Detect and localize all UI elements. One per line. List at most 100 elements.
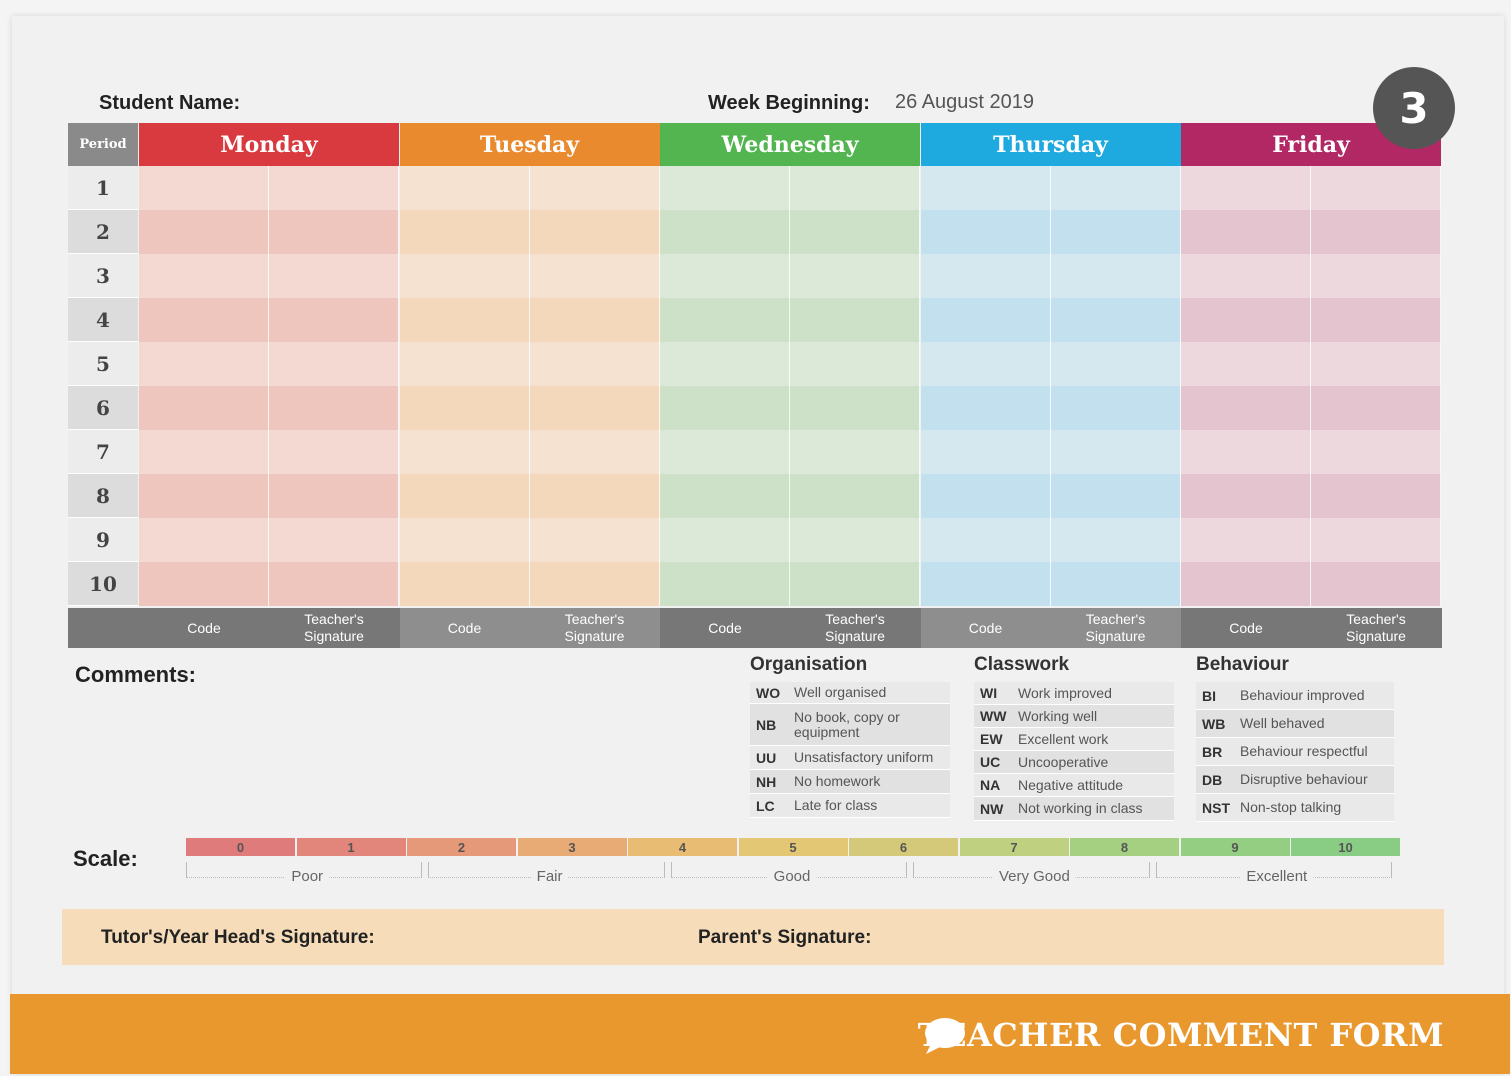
- code-cell[interactable]: [139, 562, 269, 606]
- signature-cell[interactable]: [1311, 474, 1441, 518]
- code-cell[interactable]: [399, 254, 530, 298]
- code-cell[interactable]: [139, 254, 269, 298]
- signature-cell[interactable]: [529, 342, 660, 386]
- code-cell[interactable]: [920, 430, 1051, 474]
- signature-cell[interactable]: [269, 562, 399, 606]
- code-cell[interactable]: [1181, 474, 1311, 518]
- signature-cell[interactable]: [1050, 518, 1181, 562]
- signature-cell[interactable]: [1050, 386, 1181, 430]
- signature-cell[interactable]: [269, 210, 399, 254]
- signature-cell[interactable]: [790, 474, 920, 518]
- signature-cell[interactable]: [790, 518, 920, 562]
- signature-cell[interactable]: [529, 474, 660, 518]
- code-cell[interactable]: [660, 518, 790, 562]
- signature-cell[interactable]: [529, 210, 660, 254]
- code-cell[interactable]: [660, 562, 790, 606]
- code-cell[interactable]: [1181, 430, 1311, 474]
- code-cell[interactable]: [399, 386, 530, 430]
- signature-cell[interactable]: [1050, 430, 1181, 474]
- signature-cell[interactable]: [1311, 386, 1441, 430]
- signature-cell[interactable]: [529, 166, 660, 210]
- code-cell[interactable]: [399, 562, 530, 606]
- signature-cell[interactable]: [1050, 254, 1181, 298]
- code-cell[interactable]: [139, 474, 269, 518]
- code-cell[interactable]: [399, 474, 530, 518]
- signature-cell[interactable]: [790, 430, 920, 474]
- code-cell[interactable]: [660, 166, 790, 210]
- code-cell[interactable]: [1181, 386, 1311, 430]
- code-cell[interactable]: [1181, 342, 1311, 386]
- code-cell[interactable]: [139, 298, 269, 342]
- code-cell[interactable]: [660, 474, 790, 518]
- signature-cell[interactable]: [1050, 342, 1181, 386]
- code-cell[interactable]: [660, 298, 790, 342]
- code-cell[interactable]: [920, 298, 1051, 342]
- signature-cell[interactable]: [790, 562, 920, 606]
- code-cell[interactable]: [920, 210, 1051, 254]
- signature-cell[interactable]: [1050, 210, 1181, 254]
- signature-cell[interactable]: [790, 210, 920, 254]
- code-cell[interactable]: [139, 210, 269, 254]
- signature-cell[interactable]: [1311, 254, 1441, 298]
- signature-cell[interactable]: [1311, 430, 1441, 474]
- code-cell[interactable]: [920, 386, 1051, 430]
- signature-cell[interactable]: [529, 386, 660, 430]
- signature-cell[interactable]: [269, 386, 399, 430]
- code-cell[interactable]: [920, 518, 1051, 562]
- code-cell[interactable]: [920, 254, 1051, 298]
- code-cell[interactable]: [1181, 210, 1311, 254]
- code-cell[interactable]: [399, 430, 530, 474]
- signature-cell[interactable]: [529, 254, 660, 298]
- signature-cell[interactable]: [1050, 298, 1181, 342]
- code-cell[interactable]: [660, 342, 790, 386]
- signature-cell[interactable]: [1050, 474, 1181, 518]
- code-cell[interactable]: [920, 474, 1051, 518]
- code-cell[interactable]: [139, 166, 269, 210]
- code-cell[interactable]: [660, 430, 790, 474]
- signature-cell[interactable]: [1311, 166, 1441, 210]
- signature-cell[interactable]: [269, 518, 399, 562]
- signature-cell[interactable]: [529, 430, 660, 474]
- signature-cell[interactable]: [1311, 298, 1441, 342]
- signature-cell[interactable]: [1311, 210, 1441, 254]
- code-cell[interactable]: [399, 342, 530, 386]
- code-cell[interactable]: [399, 210, 530, 254]
- signature-cell[interactable]: [529, 562, 660, 606]
- signature-cell[interactable]: [790, 386, 920, 430]
- code-cell[interactable]: [660, 210, 790, 254]
- code-cell[interactable]: [660, 386, 790, 430]
- signature-cell[interactable]: [269, 342, 399, 386]
- code-cell[interactable]: [139, 386, 269, 430]
- signature-cell[interactable]: [1311, 518, 1441, 562]
- code-cell[interactable]: [399, 298, 530, 342]
- signature-cell[interactable]: [529, 518, 660, 562]
- code-cell[interactable]: [920, 166, 1051, 210]
- signature-cell[interactable]: [1311, 562, 1441, 606]
- signature-cell[interactable]: [269, 474, 399, 518]
- code-cell[interactable]: [1181, 166, 1311, 210]
- signature-cell[interactable]: [790, 166, 920, 210]
- signature-cell[interactable]: [269, 254, 399, 298]
- signature-cell[interactable]: [1050, 562, 1181, 606]
- code-cell[interactable]: [660, 254, 790, 298]
- code-cell[interactable]: [139, 430, 269, 474]
- signature-cell[interactable]: [269, 298, 399, 342]
- code-cell[interactable]: [920, 342, 1051, 386]
- signature-cell[interactable]: [790, 342, 920, 386]
- code-cell[interactable]: [139, 342, 269, 386]
- signature-cell[interactable]: [790, 254, 920, 298]
- signature-cell[interactable]: [269, 430, 399, 474]
- code-cell[interactable]: [399, 166, 530, 210]
- code-cell[interactable]: [1181, 562, 1311, 606]
- code-cell[interactable]: [1181, 298, 1311, 342]
- signature-cell[interactable]: [1311, 342, 1441, 386]
- code-cell[interactable]: [399, 518, 530, 562]
- code-cell[interactable]: [920, 562, 1051, 606]
- code-cell[interactable]: [139, 518, 269, 562]
- signature-cell[interactable]: [269, 166, 399, 210]
- signature-cell[interactable]: [529, 298, 660, 342]
- signature-cell[interactable]: [1050, 166, 1181, 210]
- code-cell[interactable]: [1181, 254, 1311, 298]
- signature-cell[interactable]: [790, 298, 920, 342]
- code-cell[interactable]: [1181, 518, 1311, 562]
